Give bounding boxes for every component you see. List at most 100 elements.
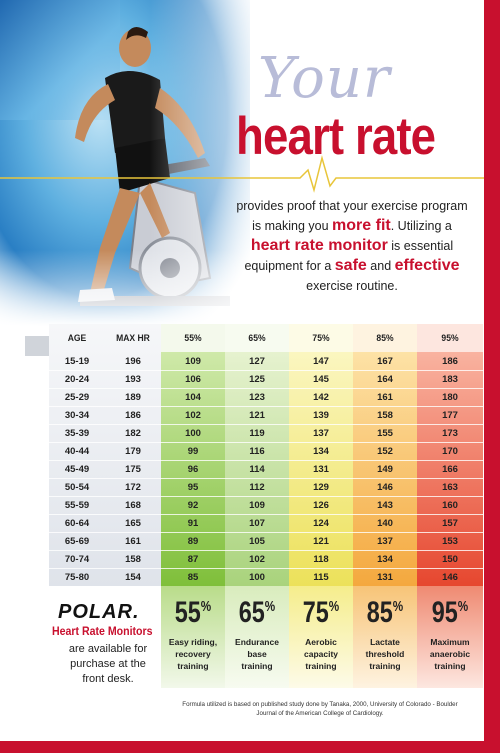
zone-description: Aerobic capacity training bbox=[289, 636, 353, 672]
table-cell: 15-19 bbox=[64, 355, 90, 367]
intro-text-part: and bbox=[366, 259, 395, 273]
table-cell: 168 bbox=[125, 499, 141, 511]
table-cell: 170 bbox=[442, 445, 458, 457]
table-row-divider bbox=[49, 568, 483, 569]
zone-description-line: anaerobic bbox=[429, 649, 471, 659]
training-zones: 55% Easy riding, recovery training 65% Endura… bbox=[49, 586, 483, 688]
table-column-body bbox=[353, 352, 417, 586]
table-cell: 121 bbox=[249, 409, 265, 421]
table-cell: 153 bbox=[442, 535, 458, 547]
table-cell: 95 bbox=[187, 481, 199, 493]
table-row-divider bbox=[49, 550, 483, 551]
table-cell: 96 bbox=[187, 463, 199, 475]
table-column-body bbox=[417, 352, 483, 586]
intro-line-1: provides proof that your exercise progra… bbox=[236, 199, 468, 213]
table-cell: 149 bbox=[377, 463, 393, 475]
heartbeat-pulse-line-icon bbox=[0, 155, 500, 193]
zone-description: Lactate threshold training bbox=[353, 636, 417, 672]
footnote: Formula utilized is based on published s… bbox=[170, 700, 470, 718]
table-cell: 75-80 bbox=[64, 571, 90, 583]
zone-description-line: training bbox=[241, 661, 273, 671]
table-header-cell: 65% bbox=[248, 332, 266, 344]
footnote-line-1: Formula utilized is based on published s… bbox=[182, 701, 458, 708]
polar-sub-line: purchase at the bbox=[70, 658, 146, 670]
table-cell: 109 bbox=[185, 355, 201, 367]
title-heart-rate: heart rate bbox=[236, 107, 436, 166]
table-cell: 102 bbox=[185, 409, 201, 421]
table-cell: 186 bbox=[442, 355, 458, 367]
zone-percentage-number: 95 bbox=[431, 596, 458, 629]
table-cell: 127 bbox=[249, 355, 265, 367]
table-cell: 134 bbox=[377, 553, 393, 565]
table-cell: 196 bbox=[125, 355, 141, 367]
zone-percentage-number: 75 bbox=[302, 596, 329, 629]
table-cell: 89 bbox=[187, 535, 199, 547]
intro-emphasis: effective bbox=[394, 257, 460, 274]
table-row-divider bbox=[49, 442, 483, 443]
zone-description: Easy riding, recovery training bbox=[161, 636, 225, 672]
table-cell: 167 bbox=[377, 355, 393, 367]
zone-description-line: threshold bbox=[365, 649, 405, 659]
table-cell: 189 bbox=[125, 391, 141, 403]
table-cell: 116 bbox=[249, 445, 265, 457]
zone-percentage: 85% bbox=[360, 596, 410, 630]
zone-description-line: training bbox=[305, 661, 337, 671]
table-column: 95% 186 183 180 177 173 170 166 163 160 157 153 150 1… bbox=[417, 324, 483, 586]
table-cell: 121 bbox=[313, 535, 329, 547]
zone-description-line: Lactate bbox=[370, 637, 400, 647]
table-cell: 146 bbox=[442, 571, 458, 583]
zone-description-line: Aerobic bbox=[305, 637, 337, 647]
table-row-divider bbox=[49, 406, 483, 407]
table-cell: 112 bbox=[249, 481, 265, 493]
table-header-cell: 95% bbox=[441, 332, 459, 344]
table-column-body bbox=[161, 352, 225, 586]
table-row-divider bbox=[49, 478, 483, 479]
table-cell: 175 bbox=[125, 463, 141, 475]
table-header-cell: 75% bbox=[312, 332, 330, 344]
zone-percentage-number: 55 bbox=[174, 596, 201, 629]
table-row-divider bbox=[49, 514, 483, 515]
zone-description-line: training bbox=[434, 661, 466, 671]
table-cell: 172 bbox=[125, 481, 141, 493]
zone-percentage-sign: % bbox=[392, 598, 404, 615]
training-zone-panel: 95% Maximum anaerobic training bbox=[417, 586, 483, 688]
table-row-divider bbox=[49, 370, 483, 371]
table-cell: 180 bbox=[442, 391, 458, 403]
table-cell: 177 bbox=[442, 409, 458, 421]
table-cell: 45-49 bbox=[64, 463, 90, 475]
table-cell: 99 bbox=[187, 445, 199, 457]
intro-text: provides proof that your exercise progra… bbox=[222, 196, 482, 296]
intro-emphasis: safe bbox=[334, 257, 367, 274]
poster-border-right bbox=[484, 0, 500, 753]
table-cell: 124 bbox=[313, 517, 329, 529]
intro-text-part: is essential bbox=[387, 239, 454, 253]
table-header-cell: 55% bbox=[184, 332, 202, 344]
table-header-cell: 85% bbox=[376, 332, 394, 344]
table-cell: 137 bbox=[313, 427, 329, 439]
training-zone-panel: 75% Aerobic capacity training bbox=[289, 586, 353, 688]
table-cell: 129 bbox=[313, 481, 329, 493]
table-cell: 139 bbox=[313, 409, 329, 421]
poster-border-bottom bbox=[0, 741, 500, 753]
intro-text-part: . Utilizing a bbox=[390, 219, 452, 233]
polar-title: Heart Rate Monitors bbox=[52, 626, 153, 638]
table-cell: 87 bbox=[187, 553, 199, 565]
intro-emphasis: heart rate monitor bbox=[250, 237, 388, 254]
table-column: AGE 15-19 20-24 25-29 30-34 35-39 40-44 45-49 50… bbox=[49, 324, 105, 586]
photo-fade-bottom bbox=[0, 250, 250, 330]
table-cell: 155 bbox=[377, 427, 393, 439]
table-cell: 123 bbox=[249, 391, 265, 403]
zone-description-line: Easy riding, bbox=[168, 637, 218, 647]
table-cell: 107 bbox=[249, 517, 265, 529]
table-cell: 105 bbox=[249, 535, 265, 547]
heart-rate-table: AGE 15-19 20-24 25-29 30-34 35-39 40-44 45-49 50… bbox=[49, 324, 483, 586]
polar-sub-line: are available for bbox=[68, 643, 148, 655]
polar-subtitle: are available for purchase at the front … bbox=[52, 642, 164, 687]
table-cell: 115 bbox=[313, 571, 329, 583]
table-cell: 92 bbox=[187, 499, 199, 511]
zone-description-line: capacity bbox=[303, 649, 339, 659]
table-row-divider bbox=[49, 424, 483, 425]
table-cell: 146 bbox=[377, 481, 393, 493]
table-cell: 158 bbox=[377, 409, 393, 421]
